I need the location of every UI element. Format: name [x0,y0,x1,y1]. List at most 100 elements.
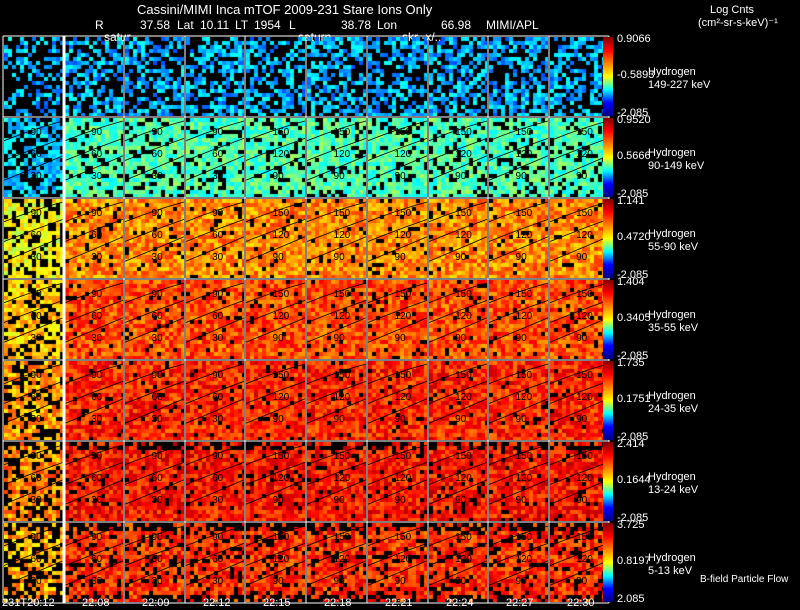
panel-r0-c4 [246,37,305,116]
panel-r0-c5 [307,37,366,116]
panel-r0-c2 [125,37,184,116]
panel-r1-c3 [186,118,244,197]
panel-r4-c0 [4,361,63,440]
time-label: 22:24 [446,597,474,609]
panel-r4-c2 [125,361,184,440]
panel-r1-c5 [307,118,366,197]
header-last-value: 66.98 [441,18,472,32]
panel-r6-c0 [4,523,63,602]
colorbar [603,118,613,197]
panel-r5-c4 [246,442,305,521]
panel-r3-c0 [4,280,63,359]
time-label: 22:09 [142,597,170,609]
panel-r4-c6 [368,361,427,440]
panel-r6-c2 [125,523,184,602]
time-label: 22:30 [567,597,595,609]
colorbar-min-label: -2.085 [617,188,649,200]
panel-r3-c5 [307,280,366,359]
panel-r2-c4 [246,199,305,278]
time-label: 231T20:12 [2,597,55,609]
panel-r6-c5 [307,523,366,602]
time-label: 22:15 [263,597,291,609]
panel-r0-c9 [550,37,608,116]
colorbar-mid-label: 0.4720 [617,231,651,243]
panel-r4-c9 [550,361,608,440]
colorbar-max-label: 1.404 [617,276,645,288]
colorbar-mid-label: -0.5893 [617,69,655,81]
colorbar-mid-label: 0.5666 [617,150,651,162]
colorbar-min-label: -2.085 [617,512,649,524]
panel-r4-c3 [186,361,244,440]
colorbar-title: Log Cnts [710,4,755,16]
panel-r1-c6 [368,118,427,197]
panel-r2-c5 [307,199,366,278]
panel-r3-c1 [65,280,123,359]
time-label: 22:27 [506,597,534,609]
panel-r0-c3 [186,37,244,116]
header-lon-value: 38.78 [341,18,372,32]
panel-r6-c3 [186,523,244,602]
species-label: Hydrogen 149-227 keV [648,66,711,91]
panel-r4-c4 [246,361,305,440]
panel-r0-c0 [4,37,63,116]
header-lt-value: 1954 [254,18,281,32]
panel-r3-c2 [125,280,184,359]
colorbar-units: (cm²-sr-s-keV)⁻¹ [698,17,778,29]
panel-r5-c1 [65,442,123,521]
colorbar-mid-label: 0.3405 [617,312,651,324]
panel-r3-c3 [186,280,244,359]
colorbar-min-label: -2.085 [617,350,649,362]
time-label: 22:18 [324,597,352,609]
colorbar [603,523,613,602]
colorbar-mid-label: 0.1644 [617,474,651,486]
panel-r6-c7 [429,523,487,602]
colorbar-min-label: -2.085 [617,431,649,443]
panel-r1-c7 [429,118,487,197]
panel-r4-c7 [429,361,487,440]
colorbar [603,280,613,359]
header-l-label: L [289,18,296,32]
header-r-value: 37.58 [140,18,171,32]
species-label: Hydrogen 13-24 keV [648,471,699,496]
panel-r2-c9 [550,199,608,278]
colorbar-mid-label: 0.1751 [617,393,651,405]
panel-r5-c0 [4,442,63,521]
panel-r1-c0 [4,118,63,197]
colorbar-min-label: -2.085 [617,107,649,119]
colorbar-max-label: 0.9066 [617,33,651,45]
colorbar-max-label: 3.725 [617,519,645,531]
panel-r0-c8 [489,37,548,116]
colorbar-min-label: 2.085 [617,593,645,605]
header-lt-label: LT [235,18,249,32]
panel-r2-c6 [368,199,427,278]
header-lat-label: Lat [177,18,194,32]
colorbar-max-label: 1.141 [617,195,645,207]
colorbar-max-label: 0.9520 [617,114,651,126]
panel-r3-c7 [429,280,487,359]
header-institution: MIMI/APL [486,18,539,32]
species-label: Hydrogen 35-55 keV [648,309,699,334]
panel-r5-c7 [429,442,487,521]
colorbar-min-label: -2.085 [617,269,649,281]
panel-r3-c6 [368,280,427,359]
panel-r5-c6 [368,442,427,521]
panel-r3-c4 [246,280,305,359]
colorbar-mid-label: 0.8197 [617,555,651,567]
panel-r1-c2 [125,118,184,197]
panel-r5-c5 [307,442,366,521]
colorbar [603,361,613,440]
panel-r4-c1 [65,361,123,440]
panel-r1-c9 [550,118,608,197]
panel-r6-c9 [550,523,608,602]
panel-r1-c1 [65,118,123,197]
panel-r0-c7 [429,37,487,116]
panel-r2-c1 [65,199,123,278]
panel-r5-c8 [489,442,548,521]
panel-r5-c2 [125,442,184,521]
panel-r0-c6 [368,37,427,116]
panel-r4-c8 [489,361,548,440]
panel-r1-c4 [246,118,305,197]
panel-r3-c8 [489,280,548,359]
panel-r2-c2 [125,199,184,278]
panel-r2-c7 [429,199,487,278]
